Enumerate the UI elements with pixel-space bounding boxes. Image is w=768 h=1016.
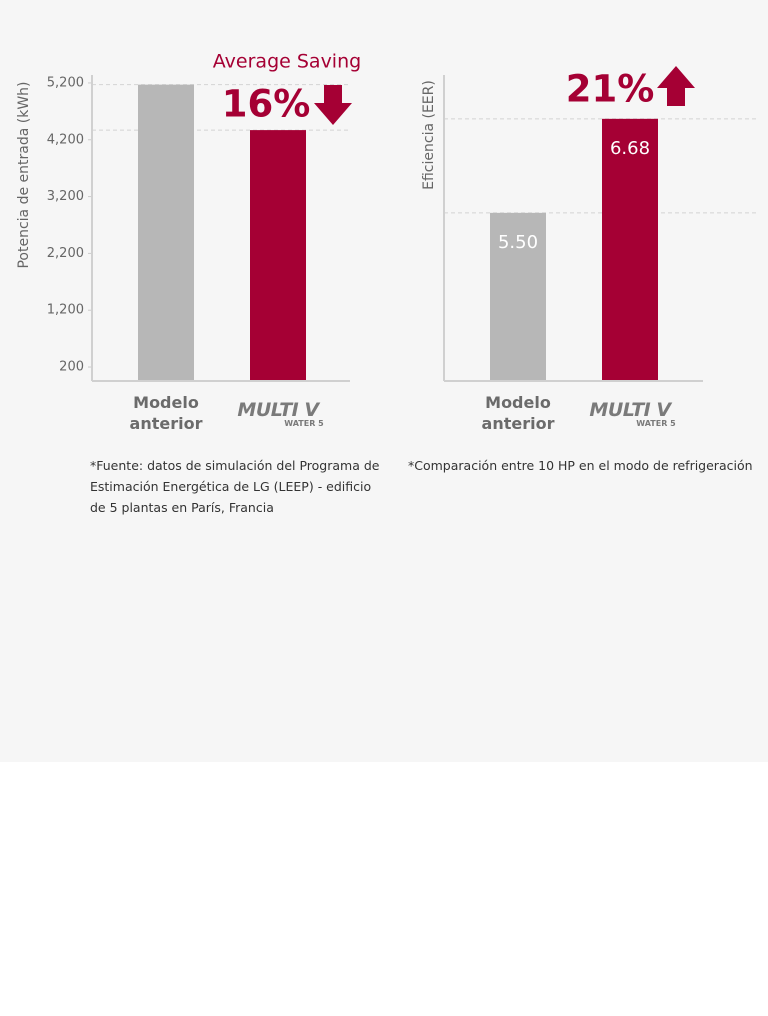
bar: [250, 130, 306, 381]
annotation: Average Saving: [213, 51, 361, 73]
y-tick-label: 200: [59, 360, 84, 375]
bar: [138, 84, 194, 381]
change-value: 21%: [566, 68, 655, 111]
change-arrow: [657, 66, 695, 106]
y-axis-label: Potencia de entrada (kWh): [16, 81, 32, 268]
x-tick-label: Modelo anterior: [129, 393, 203, 433]
y-tick-label: 4,200: [47, 132, 84, 147]
charts: Potencia de entrada (kWh) 200 1,200 2,200 3,…: [16, 51, 756, 382]
value-label: 6.68: [610, 138, 650, 159]
bar: [490, 212, 546, 381]
change-value: 16%: [222, 83, 311, 126]
bar: [602, 118, 658, 381]
footnote: *Comparación entre 10 HP en el modo de r…: [408, 458, 753, 473]
y-axis-label: Eficiencia (EER): [421, 80, 437, 190]
x-tick-label-logo: MULTI V WATER 5: [218, 399, 338, 429]
logo-text: MULTI V: [237, 399, 319, 421]
x-tick-label: Modelo anterior: [481, 393, 555, 433]
logo-text: MULTI V: [589, 399, 671, 421]
y-tick-label: 1,200: [47, 303, 84, 318]
logo-badge: WATER 5: [284, 419, 324, 428]
value-label: 5.50: [498, 232, 538, 253]
logo-badge: WATER 5: [636, 419, 676, 428]
y-tick-label: 2,200: [47, 246, 84, 261]
y-tick-label: 5,200: [47, 75, 84, 90]
change-arrow: [314, 85, 352, 125]
y-tick-label: 3,200: [47, 189, 84, 204]
footnote: *Fuente: datos de simulación del Program…: [90, 458, 380, 515]
x-tick-label-logo: MULTI V WATER 5: [570, 399, 690, 429]
